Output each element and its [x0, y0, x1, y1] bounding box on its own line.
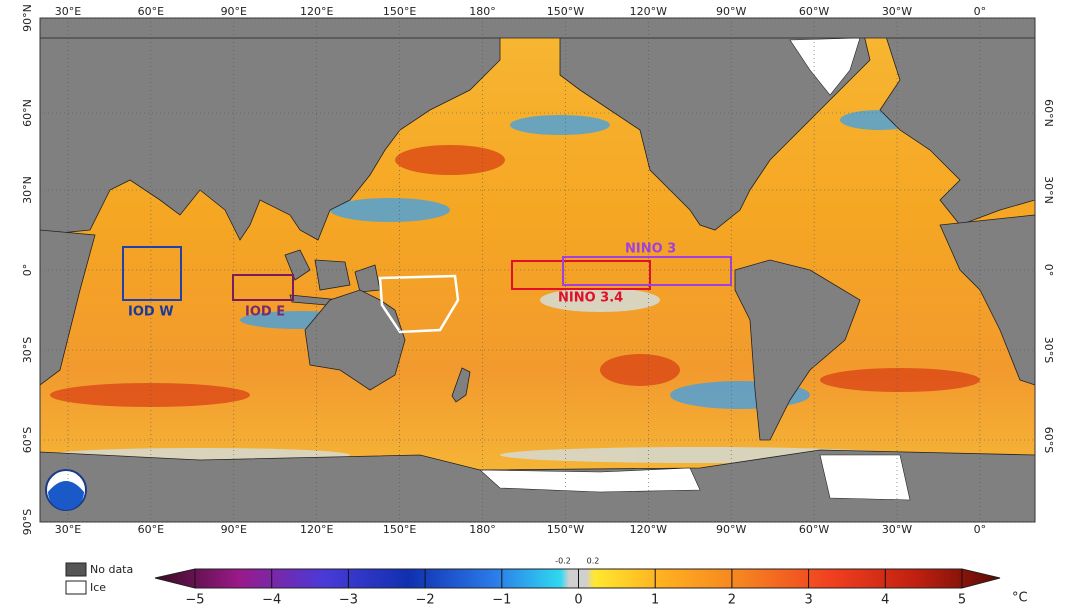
arctic [39, 17, 1036, 39]
colorbar-tick-label: 2 [728, 593, 736, 608]
small-tick-label: 0.2 [587, 557, 600, 566]
lon-label: 30°E [55, 523, 81, 536]
colorbar: −5 −4 −3 −2 −1 0 1 2 3 4 5 -0.2 0.2 °C [154, 557, 1028, 608]
colorbar-tick-label: −1 [492, 593, 511, 608]
lat-label: 60°S [21, 427, 34, 453]
lon-label: 180° [469, 5, 496, 18]
lon-label: 30°W [882, 523, 912, 536]
indonesia [284, 249, 381, 307]
iod-e-box [232, 274, 294, 301]
lat-label: 60°S [1042, 427, 1055, 453]
iod-w-box [122, 246, 182, 301]
lat-label: 0° [21, 264, 34, 277]
lat-label: 90°S [21, 509, 34, 535]
region-label: NINO 3.4 [558, 291, 623, 306]
colorbar-ticks: −5 −4 −3 −2 −1 0 1 2 3 4 5 [185, 569, 966, 608]
lon-label: 150°W [547, 523, 584, 536]
lat-label: 60°N [21, 99, 34, 127]
colorbar-tick-label: 1 [651, 593, 659, 608]
nino34-box [511, 260, 651, 290]
legend-label: No data [90, 563, 133, 576]
new-zealand [451, 367, 471, 403]
legend-label: Ice [90, 581, 106, 594]
australia [304, 289, 406, 391]
lon-label: 90°E [221, 5, 247, 18]
no-data-swatch [65, 562, 87, 577]
lon-label: 90°E [221, 523, 247, 536]
lon-label: 0° [974, 523, 987, 536]
lat-label: 30°N [21, 176, 34, 204]
lon-label: 150°W [547, 5, 584, 18]
region-label: IOD W [128, 305, 174, 320]
colorbar-tick-label: −4 [262, 593, 281, 608]
map: IOD W IOD E NINO 3 NINO 3.4 [39, 17, 1036, 523]
warm-anomalies [50, 145, 980, 407]
lon-label: 30°W [882, 5, 912, 18]
eurasia [39, 17, 501, 241]
region-label: NINO 3 [625, 242, 676, 257]
lon-label: 150°E [383, 5, 416, 18]
colorbar-tick-label: −5 [185, 593, 204, 608]
lon-label: 120°W [630, 5, 667, 18]
lon-label: 120°W [630, 523, 667, 536]
colorbar-tick-label: −3 [339, 593, 358, 608]
lon-label: 90°W [716, 5, 746, 18]
lat-label: 30°S [1042, 337, 1055, 363]
lon-label: 60°E [138, 5, 164, 18]
lon-label: 90°W [716, 523, 746, 536]
lat-label: 30°S [21, 337, 34, 363]
lat-label: 0° [1042, 264, 1055, 277]
colorbar-tick-label: 3 [804, 593, 812, 608]
colorbar-tick-label: −2 [416, 593, 435, 608]
colorbar-tick-label: 4 [881, 593, 889, 608]
colorbar-tick-label: 5 [958, 593, 966, 608]
lon-label: 150°E [383, 523, 416, 536]
lon-label: 60°W [799, 5, 829, 18]
ice-swatch [65, 580, 87, 595]
sea-ice [479, 454, 911, 501]
legend: No data Ice [65, 562, 133, 595]
lon-label: 120°E [300, 5, 333, 18]
lon-label: 30°E [55, 5, 81, 18]
lat-label: 90°N [21, 4, 34, 32]
region-label: IOD E [245, 305, 285, 320]
colorbar-bar [154, 568, 1001, 589]
lat-label: 60°N [1042, 99, 1055, 127]
noaa-logo [45, 469, 87, 511]
lon-label: 120°E [300, 523, 333, 536]
south-america [734, 259, 861, 441]
lon-label: 60°W [799, 523, 829, 536]
lat-label: 30°N [1042, 176, 1055, 204]
axes: 30°E 30°E 60°E 60°E 90°E 90°E 120°E 120°E 150°E 1… [21, 4, 1055, 536]
lon-label: 60°E [138, 523, 164, 536]
outline-region [378, 274, 460, 334]
unit: °C [1012, 591, 1028, 606]
lon-label: 180° [469, 523, 496, 536]
small-tick-label: -0.2 [555, 557, 571, 566]
lon-label: 0° [974, 5, 987, 18]
colorbar-tick-label: 0 [574, 593, 582, 608]
north-america [559, 17, 871, 231]
